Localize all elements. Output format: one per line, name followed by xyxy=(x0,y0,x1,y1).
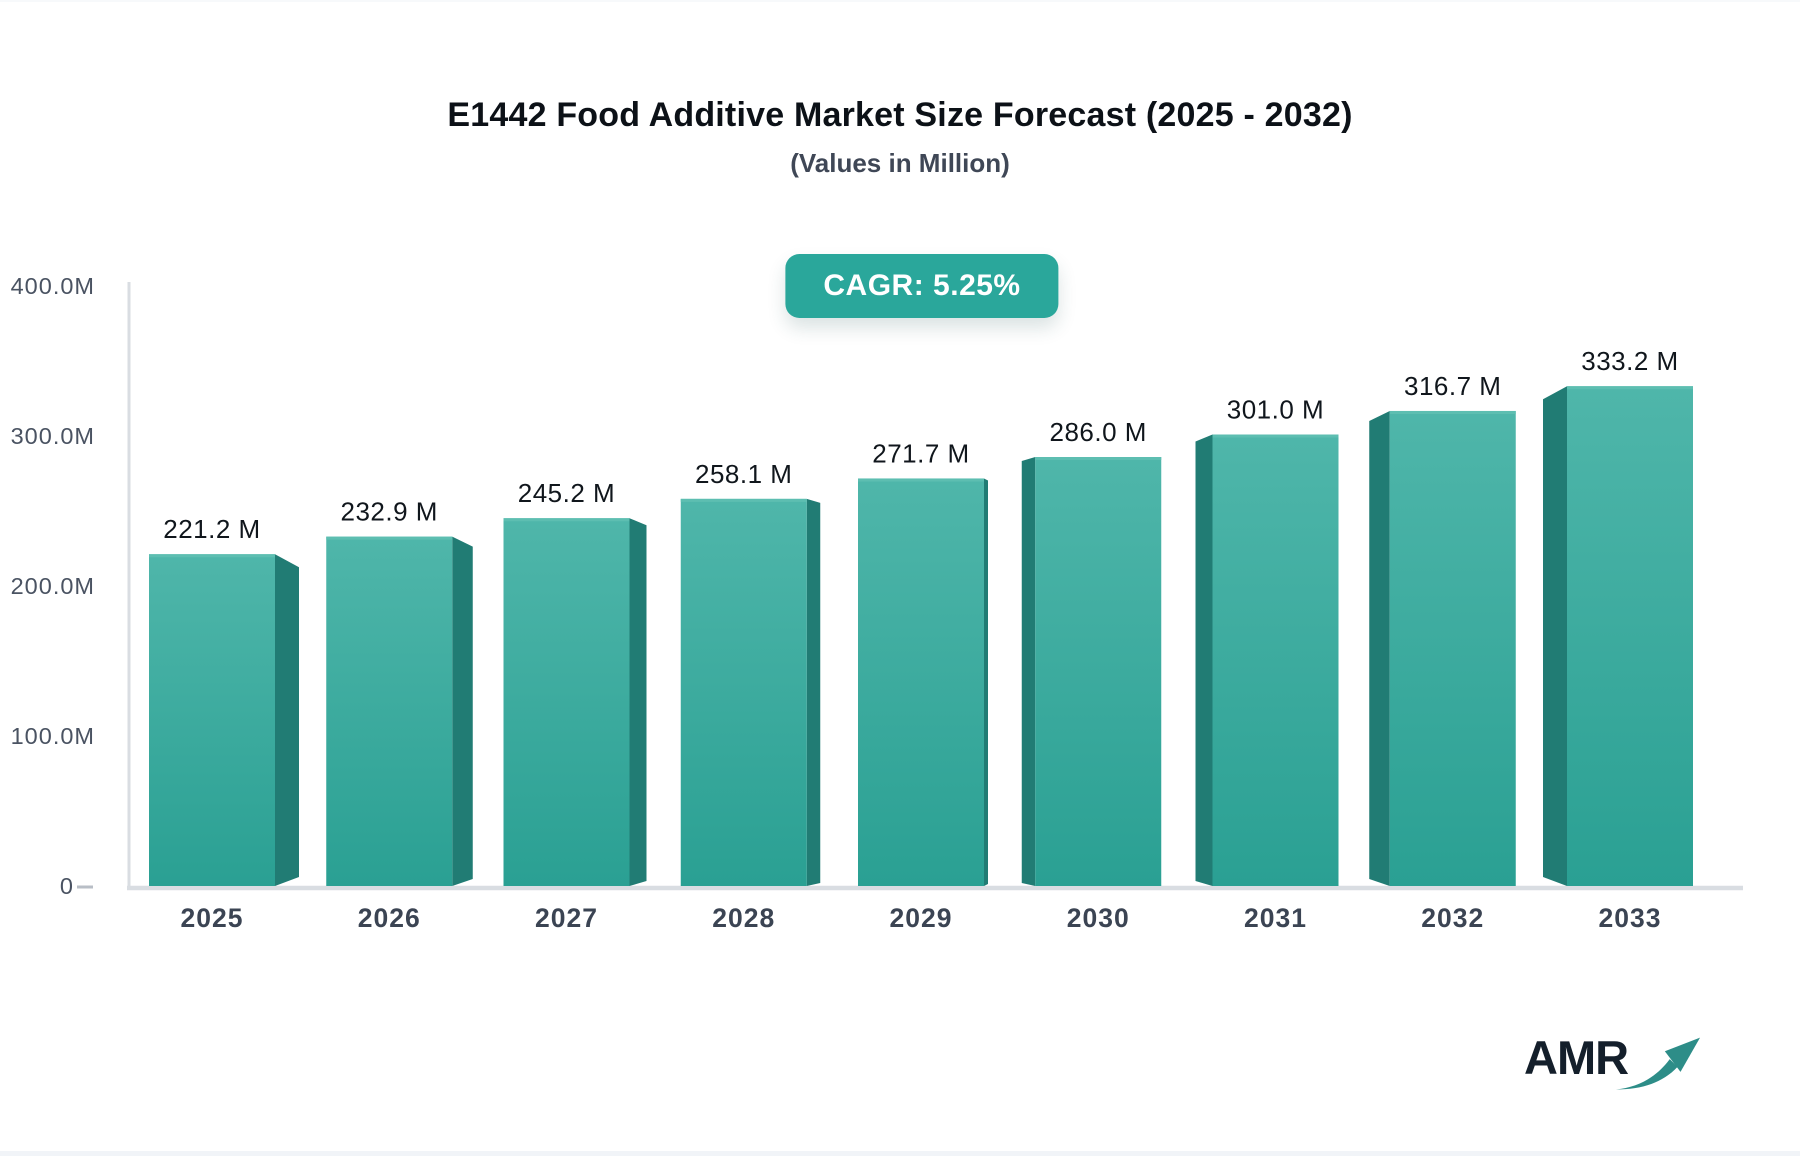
y-tick-label: 400.0M xyxy=(11,273,95,299)
bar-column[interactable]: 333.2 M 2033 xyxy=(1543,346,1693,933)
bar-column[interactable]: 258.1 M 2028 xyxy=(680,459,821,933)
bar-column[interactable]: 232.9 M 2026 xyxy=(326,497,473,933)
bar-side-face[interactable] xyxy=(629,518,647,886)
bar-front-face[interactable] xyxy=(326,536,453,886)
bar-side-face[interactable] xyxy=(275,554,299,886)
bar-front-face[interactable] xyxy=(1035,457,1162,886)
bar-side-face[interactable] xyxy=(984,478,988,886)
bar-value-label: 286.0 M xyxy=(1050,417,1147,447)
bar-value-label: 301.0 M xyxy=(1227,395,1324,425)
x-tick-label: 2026 xyxy=(358,903,421,933)
x-tick-label: 2031 xyxy=(1244,903,1307,933)
bar-front-face[interactable] xyxy=(858,478,984,886)
x-tick-label: 2029 xyxy=(890,903,953,933)
bar-front-face[interactable] xyxy=(149,554,275,886)
bar-column[interactable]: 316.7 M 2032 xyxy=(1369,371,1516,933)
chart-title: E1442 Food Additive Market Size Forecast… xyxy=(447,96,1353,134)
x-tick-label: 2030 xyxy=(1067,903,1130,933)
page-bottom-edge xyxy=(0,1151,1800,1156)
y-tick-label: 200.0M xyxy=(11,573,95,599)
growth-arrow-icon xyxy=(1616,1037,1701,1090)
bar-front-face[interactable] xyxy=(1389,410,1516,886)
bar-side-face[interactable] xyxy=(806,498,821,886)
amr-logo[interactable]: AMR xyxy=(1524,1030,1702,1096)
y-tick-label: 300.0M xyxy=(11,423,95,449)
bar-side-face[interactable] xyxy=(1543,386,1567,886)
x-tick-label: 2027 xyxy=(535,903,598,933)
bar-side-face[interactable] xyxy=(1369,410,1390,886)
x-tick-label: 2025 xyxy=(181,903,244,933)
bar-value-label: 221.2 M xyxy=(163,514,260,544)
bar-column[interactable]: 301.0 M 2031 xyxy=(1195,395,1339,934)
bar-front-face[interactable] xyxy=(680,498,807,886)
x-tick-label: 2028 xyxy=(712,903,775,933)
bar-value-label: 232.9 M xyxy=(341,497,438,527)
bar-side-face[interactable] xyxy=(1021,457,1036,886)
bar-column[interactable]: 271.7 M 2029 xyxy=(858,438,988,933)
y-tick-label: 0 xyxy=(60,873,74,899)
bar-column[interactable]: 221.2 M 2025 xyxy=(149,514,299,933)
x-tick-label: 2032 xyxy=(1421,903,1484,933)
bar-column[interactable]: 286.0 M 2030 xyxy=(1021,417,1162,933)
bar-value-label: 245.2 M xyxy=(518,478,615,508)
bar-front-face[interactable] xyxy=(1567,386,1693,886)
bar-value-label: 316.7 M xyxy=(1404,371,1501,401)
bar-value-label: 333.2 M xyxy=(1581,346,1678,376)
x-tick-label: 2033 xyxy=(1599,903,1662,933)
bar-front-face[interactable] xyxy=(503,518,630,886)
bar-front-face[interactable] xyxy=(1212,434,1339,887)
bar-column[interactable]: 245.2 M 2027 xyxy=(503,478,647,933)
bar-side-face[interactable] xyxy=(452,536,473,886)
chart-subtitle: (Values in Million) xyxy=(790,148,1010,178)
cagr-badge: CAGR: 5.25% xyxy=(785,254,1059,318)
bar-side-face[interactable] xyxy=(1195,434,1213,887)
page-top-edge xyxy=(0,0,1800,2)
amr-logo-text: AMR xyxy=(1524,1031,1629,1084)
bar-value-label: 258.1 M xyxy=(695,459,792,489)
y-tick-label: 100.0M xyxy=(11,723,95,749)
bar-value-label: 271.7 M xyxy=(872,438,969,468)
